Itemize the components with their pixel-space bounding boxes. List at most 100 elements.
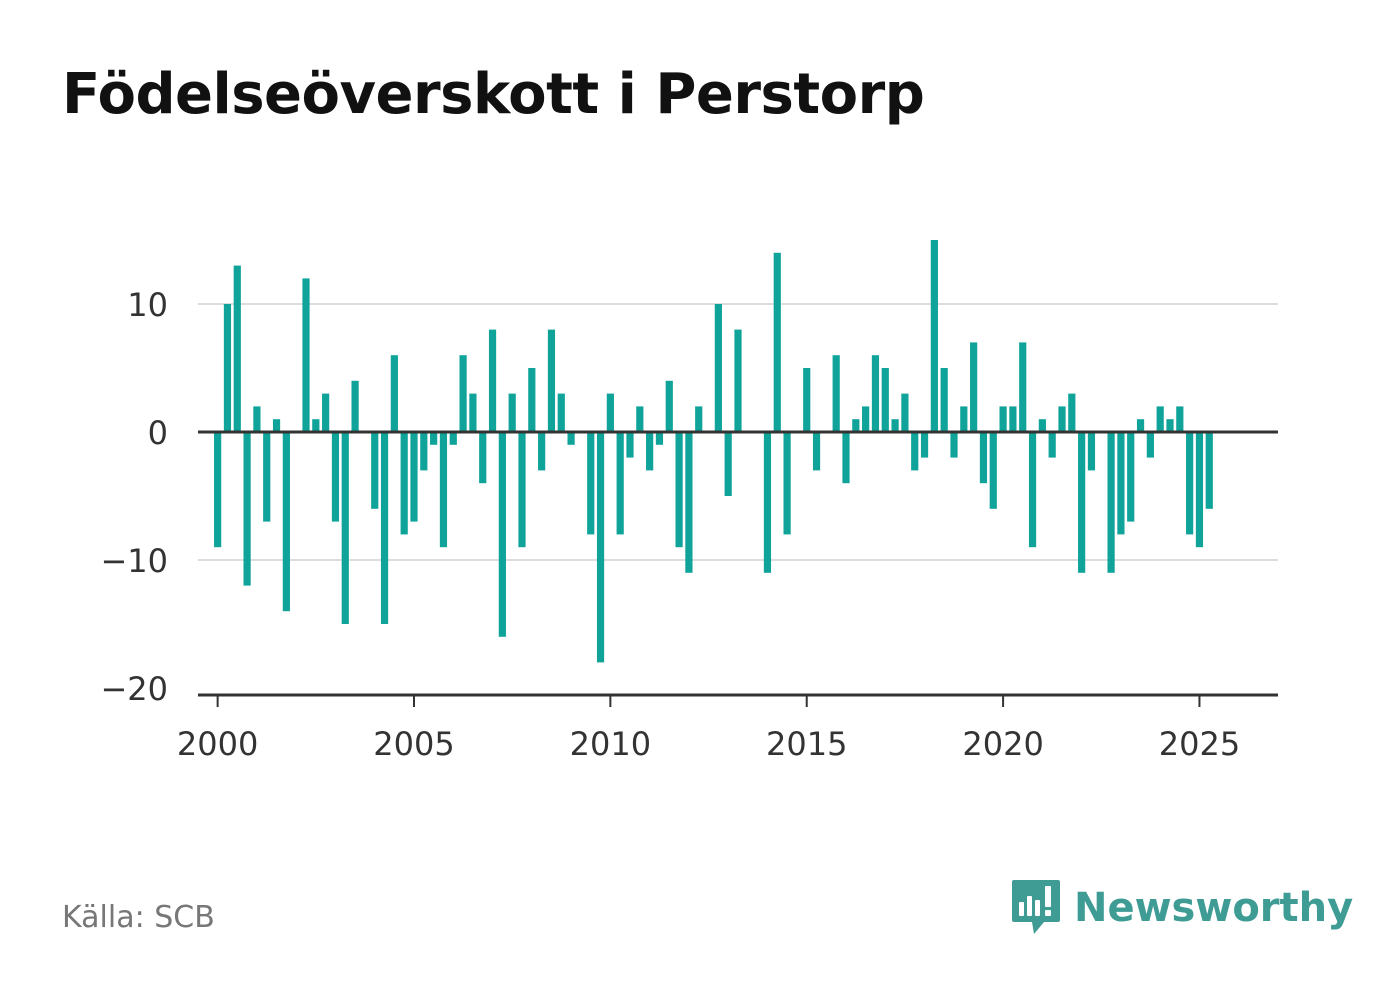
bar xyxy=(665,380,673,432)
bar xyxy=(253,406,261,432)
bar xyxy=(1195,432,1204,548)
bar xyxy=(891,419,899,432)
bar xyxy=(488,329,497,432)
bar xyxy=(459,355,467,432)
bar xyxy=(430,432,438,445)
bar xyxy=(479,432,487,484)
bar xyxy=(950,432,958,458)
bar xyxy=(243,432,251,586)
bar xyxy=(970,342,978,432)
bar xyxy=(1019,342,1027,432)
bar xyxy=(596,432,605,663)
bar xyxy=(587,432,595,535)
bar xyxy=(685,432,693,573)
bar xyxy=(1048,432,1056,458)
bar xyxy=(518,432,526,548)
bar xyxy=(803,368,811,432)
bar xyxy=(636,406,644,432)
grid-lines xyxy=(198,303,1278,561)
bar xyxy=(1078,432,1086,573)
bar xyxy=(1136,419,1145,432)
newsworthy-logo: Newsworthy xyxy=(1010,878,1353,938)
bar xyxy=(901,393,909,432)
bar xyxy=(606,393,614,432)
bar xyxy=(1146,432,1154,458)
y-tick-label: 10 xyxy=(127,286,168,324)
x-tick-label: 2005 xyxy=(373,725,454,763)
bar xyxy=(538,432,546,471)
bar xyxy=(646,432,654,471)
bar xyxy=(881,368,889,432)
bar xyxy=(1186,432,1194,535)
bar xyxy=(960,406,968,432)
bar xyxy=(714,304,722,432)
bar xyxy=(626,432,634,458)
bar xyxy=(1068,393,1076,432)
bars xyxy=(214,240,1213,663)
bar xyxy=(263,432,271,522)
x-tick-label: 2020 xyxy=(962,725,1043,763)
bar xyxy=(1107,432,1115,573)
bar xyxy=(940,368,948,432)
y-tick-label: 0 xyxy=(148,414,168,452)
bar xyxy=(272,419,281,432)
bar xyxy=(1028,432,1037,548)
bar xyxy=(233,265,241,432)
bar xyxy=(1127,432,1135,522)
bar xyxy=(783,432,791,535)
bar xyxy=(1176,406,1184,432)
bar xyxy=(852,419,860,432)
bar-chart-speech-bubble-icon xyxy=(1012,880,1060,934)
bar xyxy=(773,252,781,432)
bar xyxy=(420,432,428,471)
bar xyxy=(1156,406,1164,432)
bar xyxy=(1058,406,1066,432)
bar xyxy=(616,432,624,535)
bar xyxy=(341,432,349,624)
bar xyxy=(989,432,997,509)
bar xyxy=(1009,406,1017,432)
bar xyxy=(331,432,340,522)
bar xyxy=(812,432,821,471)
brand-name: Newsworthy xyxy=(1074,885,1354,931)
bar xyxy=(675,432,683,548)
bar xyxy=(567,432,575,445)
bar xyxy=(920,432,929,458)
bar xyxy=(999,406,1007,432)
bar xyxy=(1205,432,1213,509)
bar xyxy=(449,432,457,445)
bar xyxy=(734,329,742,432)
bar xyxy=(528,368,536,432)
bar xyxy=(380,432,389,624)
bar xyxy=(724,432,732,496)
bar xyxy=(312,419,320,432)
bar xyxy=(214,432,222,548)
bar xyxy=(322,393,330,432)
bar xyxy=(302,278,310,432)
bar xyxy=(1087,432,1096,471)
y-tick-label: −10 xyxy=(100,542,168,580)
bar xyxy=(979,432,988,484)
bar xyxy=(469,393,477,432)
chart-title: Födelseöverskott i Perstorp xyxy=(62,62,925,127)
bar xyxy=(832,355,840,432)
bar xyxy=(223,304,232,432)
bar xyxy=(842,432,850,484)
bar xyxy=(282,432,290,612)
bar xyxy=(390,355,398,432)
bar xyxy=(371,432,379,509)
bar xyxy=(655,432,664,445)
bar xyxy=(1117,432,1125,535)
bar xyxy=(1038,419,1046,432)
bar xyxy=(911,432,919,471)
tick-labels: 2000 2005 2010 2015 2020 2025 10 0 −10 −20 xyxy=(100,286,1240,763)
bar xyxy=(871,355,880,432)
bar xyxy=(498,432,506,637)
y-tick-label: −20 xyxy=(100,670,168,708)
x-tick-label: 2025 xyxy=(1159,725,1240,763)
bar xyxy=(930,240,938,432)
bar xyxy=(508,393,516,432)
x-tick-label: 2010 xyxy=(570,725,651,763)
bar xyxy=(400,432,408,535)
bar xyxy=(410,432,418,522)
